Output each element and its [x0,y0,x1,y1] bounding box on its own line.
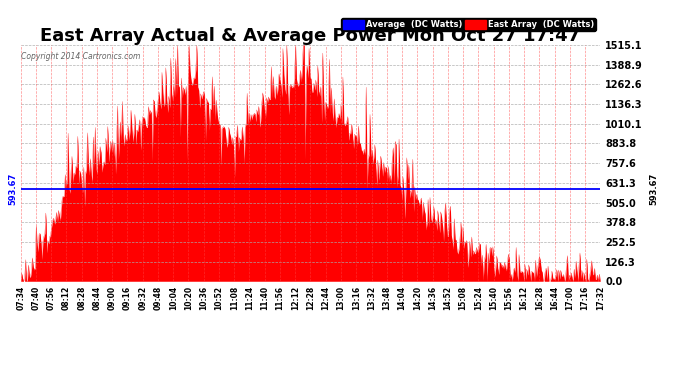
Text: 593.67: 593.67 [9,172,18,205]
Text: Copyright 2014 Cartronics.com: Copyright 2014 Cartronics.com [21,52,141,61]
Legend: Average  (DC Watts), East Array  (DC Watts): Average (DC Watts), East Array (DC Watts… [341,18,596,31]
Title: East Array Actual & Average Power Mon Oct 27 17:47: East Array Actual & Average Power Mon Oc… [41,27,580,45]
Text: 593.67: 593.67 [649,172,658,205]
